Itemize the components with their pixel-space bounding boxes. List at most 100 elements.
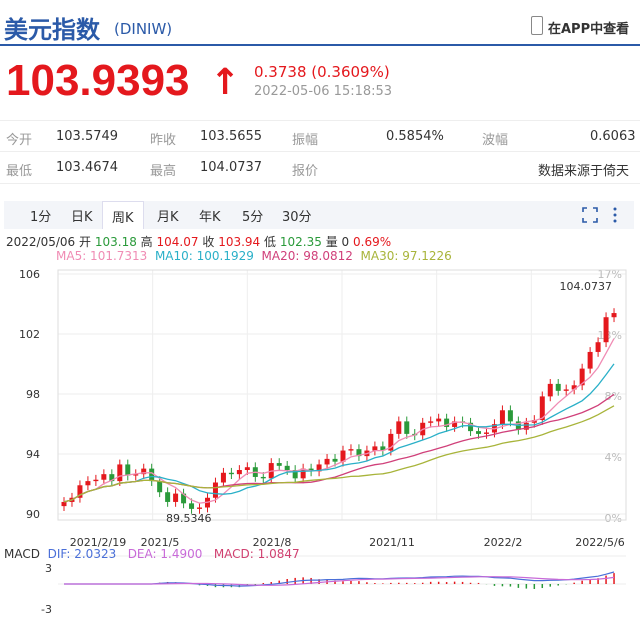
tab-5min[interactable]: 5分 — [242, 210, 264, 225]
candle-body — [141, 468, 147, 475]
candle-body — [539, 396, 545, 420]
candle-body — [507, 410, 513, 422]
header-bar — [0, 0, 640, 46]
candle-body — [579, 368, 585, 386]
change-pct: 0.69% — [353, 235, 392, 249]
stat-label: 波幅 — [482, 133, 509, 148]
tab-30min[interactable]: 30分 — [282, 210, 312, 225]
quote-time: 2022-05-06 15:18:53 — [254, 84, 393, 99]
pct-tick-label: 17% — [598, 268, 622, 281]
candle-body — [603, 317, 609, 343]
phone-icon[interactable] — [531, 16, 543, 35]
x-tick-label: 2021/5 — [141, 536, 180, 549]
pct-tick-label: 13% — [598, 329, 622, 342]
ma-line — [63, 338, 615, 504]
high-annotation: 104.0737 — [560, 280, 613, 293]
stat-label: 报价 — [292, 164, 319, 179]
fullscreen-icon[interactable] — [582, 207, 598, 223]
candle-body — [109, 474, 115, 482]
candle-body — [284, 465, 290, 470]
volume-label: 量 — [325, 235, 338, 249]
volume-value: 0 — [341, 235, 350, 249]
low-value: 102.35 — [279, 235, 322, 249]
candle-body — [555, 383, 561, 391]
ma20-legend: MA20: 98.0812 — [261, 249, 353, 263]
candle-body — [388, 433, 394, 451]
candle-body — [316, 464, 322, 472]
ma-line — [63, 363, 615, 503]
close-value: 103.94 — [218, 235, 261, 249]
x-tick-label: 2021/2/19 — [70, 536, 126, 549]
candle-body — [324, 458, 330, 465]
bar-date: 2022/05/06 — [6, 235, 76, 249]
macd-legend: MACD DIF: 2.0323 DEA: 1.4900 MACD: 1.084… — [4, 547, 300, 561]
x-tick-label: 2022/5/6 — [575, 536, 624, 549]
candle-body — [452, 421, 458, 427]
open-value: 103.18 — [94, 235, 137, 249]
more-icon[interactable] — [612, 206, 618, 224]
stat-label: 今开 — [6, 133, 33, 148]
candle-body — [220, 472, 226, 483]
macd-title: MACD — [4, 547, 40, 561]
y-tick-label: 94 — [26, 448, 40, 461]
tab-yearly[interactable]: 年K — [199, 210, 221, 225]
candle-body — [571, 385, 577, 390]
candle-body — [93, 479, 99, 482]
x-tick-label: 2021/11 — [369, 536, 415, 549]
page-title: 美元指数 — [4, 16, 100, 44]
candle-body — [292, 470, 298, 479]
candle-body — [444, 418, 450, 427]
bar-info: 2022/05/06 开 103.18 高 104.07 收 103.94 低 … — [6, 233, 391, 250]
candle-body — [173, 493, 179, 502]
candle-body — [348, 449, 354, 451]
stat-label: 最高 — [150, 164, 177, 179]
kline-chart[interactable]: 106 102 98 94 90 17% 13% 8% 4% 0% 104.0737 89.5346 2… — [0, 262, 640, 618]
ma10-legend: MA10: 100.1929 — [154, 249, 254, 263]
open-in-app-link[interactable]: 在APP中查看 — [548, 22, 630, 37]
ma30-legend: MA30: 97.1226 — [360, 249, 452, 263]
macd-tick-label: 3 — [45, 562, 52, 575]
candle-body — [372, 446, 378, 451]
candle-body — [189, 503, 195, 509]
candle-body — [380, 446, 386, 451]
candle-body — [125, 464, 131, 476]
stat-label: 最低 — [6, 164, 33, 179]
tab-1min[interactable]: 1分 — [30, 210, 52, 225]
candle-body — [396, 421, 402, 434]
y-tick-label: 90 — [26, 508, 40, 521]
candle-body — [499, 410, 505, 425]
low-label: 低 — [264, 235, 277, 249]
candle-body — [468, 422, 474, 432]
candle-body — [101, 474, 107, 480]
y-tick-label: 106 — [19, 268, 40, 281]
x-tick-label: 2022/2 — [484, 536, 523, 549]
candle-body — [595, 342, 601, 352]
tab-weekly[interactable]: 周K — [102, 201, 144, 229]
candle-body — [149, 468, 155, 482]
stat-label: 昨收 — [150, 133, 177, 148]
tab-daily[interactable]: 日K — [71, 210, 93, 225]
candle-body — [212, 482, 218, 498]
candle-body — [61, 501, 67, 507]
ma5-legend: MA5: 101.7313 — [56, 249, 148, 263]
candle-body — [523, 422, 529, 430]
pct-tick-label: 8% — [605, 390, 622, 403]
candle-body — [356, 449, 362, 457]
pct-tick-label: 4% — [605, 451, 622, 464]
symbol-code: (DINIW) — [114, 20, 173, 38]
price-change: 0.3738 (0.3609%) — [254, 63, 390, 81]
candle-body — [308, 468, 314, 472]
candle-body — [404, 421, 410, 434]
open-label: 开 — [79, 235, 92, 249]
stat-value: 0.5854% — [386, 129, 444, 144]
y-tick-label: 102 — [19, 328, 40, 341]
macd-tick-label: -3 — [41, 603, 52, 616]
candle-body — [85, 481, 91, 486]
candle-body — [133, 474, 139, 476]
close-label: 收 — [202, 235, 215, 249]
tab-monthly[interactable]: 月K — [157, 210, 179, 225]
candle-body — [340, 450, 346, 462]
high-value: 104.07 — [156, 235, 199, 249]
pct-tick-label: 0% — [605, 512, 622, 525]
y-tick-label: 98 — [26, 388, 40, 401]
